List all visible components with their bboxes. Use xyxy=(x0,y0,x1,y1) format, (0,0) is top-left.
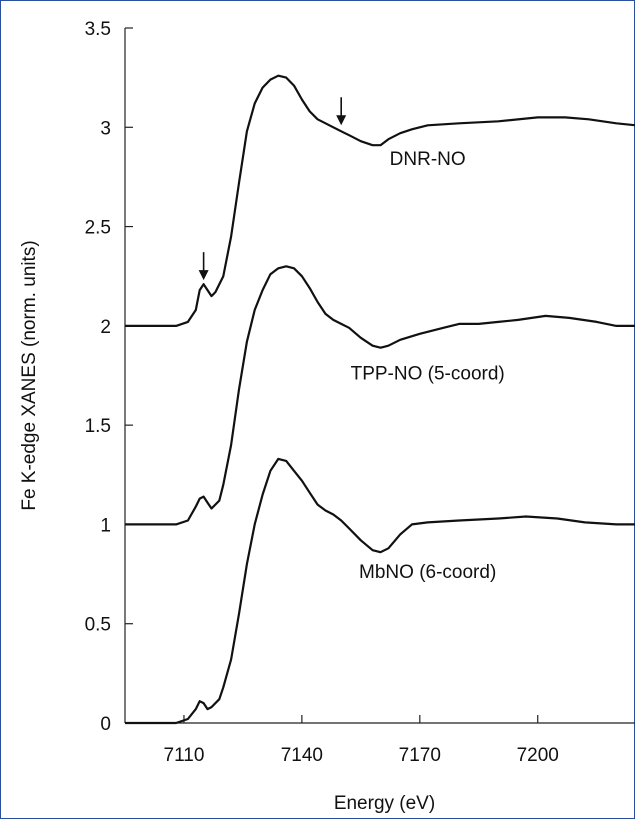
y-tick-label: 2.5 xyxy=(85,218,111,239)
series-line-1 xyxy=(125,265,635,526)
annotation-arrow-1 xyxy=(336,97,347,126)
y-tick-label: 3.5 xyxy=(85,19,111,40)
y-tick-label: 0.5 xyxy=(85,615,111,636)
series-label-1: TPP-NO (5-coord) xyxy=(351,363,505,384)
series-label-0: MbNO (6-coord) xyxy=(359,562,496,583)
series-label-2: DNR-NO xyxy=(390,149,466,170)
y-tick-label: 1.5 xyxy=(85,416,111,437)
x-tick-label: 7110 xyxy=(164,745,205,766)
y-tick-label: 3 xyxy=(100,118,111,139)
y-axis-label: Fe K-edge XANES (norm. units) xyxy=(19,240,40,510)
annotation-arrow-0 xyxy=(198,252,209,281)
series-line-2 xyxy=(125,74,635,327)
y-tick-label: 2 xyxy=(100,317,111,338)
x-tick-label: 7170 xyxy=(399,745,441,766)
y-tick-label: 1 xyxy=(100,515,111,536)
x-axis-label: Energy (eV) xyxy=(334,793,435,814)
axes xyxy=(124,28,635,724)
x-tick-label: 7140 xyxy=(281,745,323,766)
x-tick-label: 7200 xyxy=(517,745,559,766)
y-tick-label: 0 xyxy=(100,714,111,735)
series-line-0 xyxy=(125,457,635,725)
